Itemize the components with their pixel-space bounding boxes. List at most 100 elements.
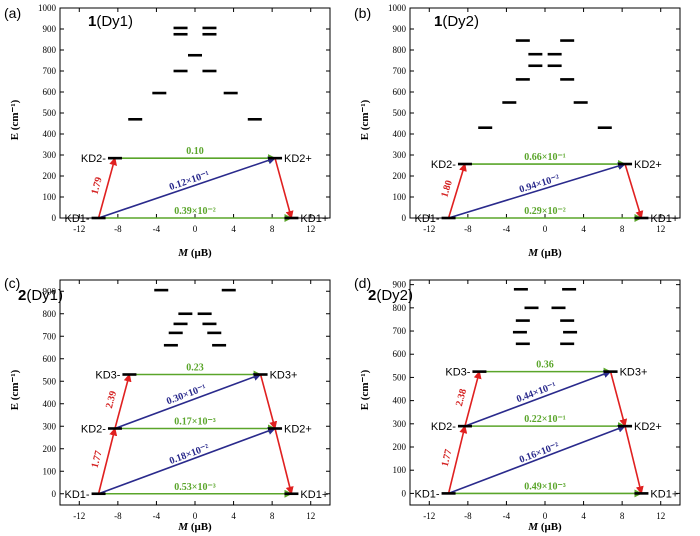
state-label: KD1- — [65, 489, 90, 501]
transition-rate-label: 0.23 — [186, 363, 204, 374]
transition-arrow-red — [259, 374, 278, 430]
x-tick-label: -8 — [464, 511, 472, 521]
transition-arrow-blue — [448, 162, 626, 219]
state-label: KD2- — [81, 153, 106, 165]
x-tick-label: 0 — [193, 511, 198, 521]
x-axis-title: M (μB) — [527, 521, 562, 533]
y-tick-label: 500 — [393, 108, 407, 118]
transition-arrow-red — [97, 157, 117, 219]
x-tick-label: 4 — [581, 224, 586, 234]
transition-arrow-blue — [464, 370, 612, 427]
y-tick-label: 300 — [393, 150, 407, 160]
y-axis-title: E (cm⁻¹) — [359, 369, 371, 410]
x-axis-title-symbol: M — [527, 247, 541, 259]
x-axis-title-symbol: M — [177, 521, 191, 533]
y-tick-label: 0 — [52, 213, 57, 223]
y-tick-label: 1000 — [388, 3, 407, 13]
y-tick-label: 100 — [393, 465, 407, 475]
y-tick-label: 0 — [402, 488, 407, 498]
x-tick-label: 12 — [306, 511, 315, 521]
y-tick-label: 200 — [43, 171, 57, 181]
state-label: KD2- — [431, 159, 456, 171]
x-tick-label: -12 — [73, 511, 85, 521]
transition-rate-label: 0.12×10⁻¹ — [168, 169, 211, 193]
state-label: KD3+ — [620, 367, 648, 379]
x-tick-label: -12 — [73, 224, 85, 234]
x-axis-title-unit: (μB) — [191, 247, 212, 259]
x-tick-label: -12 — [423, 511, 435, 521]
transition-rate-label: 0.49×10⁻³ — [524, 481, 565, 492]
y-tick-label: 200 — [393, 171, 407, 181]
y-tick-label: 800 — [393, 303, 407, 313]
panel-title-compound: 1 — [88, 13, 96, 30]
x-axis-title-symbol: M — [527, 521, 541, 533]
transition-rate-label: 0.30×10⁻¹ — [165, 383, 208, 408]
transition-rate-label: 2.39 — [104, 390, 119, 410]
y-tick-label: 900 — [43, 286, 57, 296]
state-label: KD1- — [65, 213, 90, 225]
y-tick-label: 700 — [393, 326, 407, 336]
transition-rate-label: 0.18×10⁻² — [168, 442, 211, 467]
y-axis-title: E (cm⁻¹) — [9, 369, 21, 410]
panel-letter: (a) — [4, 5, 21, 21]
y-tick-label: 800 — [43, 309, 57, 319]
panel-c: (c)2(Dy1) 0 100 200 300 400 500 600 700 800 900 -12… — [4, 275, 331, 533]
x-axis-title-unit: (μB) — [191, 521, 212, 533]
state-label: KD3- — [95, 370, 120, 382]
y-tick-label: 800 — [393, 45, 407, 55]
y-tick-label: 800 — [43, 45, 57, 55]
panel-a: (a) 1(Dy1)0100200300400500600700800900100… — [4, 3, 331, 259]
transition-arrow-red — [97, 427, 118, 494]
x-tick-label: 4 — [581, 511, 586, 521]
y-tick-label: 0 — [52, 489, 57, 499]
x-axis-title: M (μB) — [177, 521, 212, 533]
panel-letter: (b) — [354, 5, 371, 21]
y-tick-label: 500 — [43, 376, 57, 386]
y-tick-label: 200 — [393, 442, 407, 452]
transition-rate-label: 1.79 — [90, 176, 105, 196]
x-tick-label: -4 — [153, 511, 161, 521]
x-tick-label: 8 — [270, 511, 275, 521]
panel-title: 1(Dy2) — [434, 13, 479, 30]
y-tick-label: 100 — [43, 192, 57, 202]
x-tick-label: 12 — [656, 511, 665, 521]
panel-b: (b) 1(Dy2)0100200300400500600700800900100… — [354, 3, 681, 259]
state-label: KD1+ — [650, 213, 678, 225]
transition-rate-label: 0.29×10⁻² — [524, 206, 565, 217]
panel-title-compound: 2 — [368, 287, 376, 304]
transition-rate-label: 1.77 — [90, 450, 105, 470]
y-tick-label: 300 — [43, 421, 57, 431]
x-tick-label: 4 — [231, 224, 236, 234]
x-tick-label: -8 — [114, 224, 122, 234]
x-axis-title-symbol: M — [177, 247, 191, 259]
panel-title-site: (Dy1) — [26, 287, 63, 304]
y-tick-label: 400 — [43, 129, 57, 139]
transition-rate-label: 0.39×10⁻² — [174, 206, 215, 217]
transition-arrow-red — [274, 157, 294, 219]
x-tick-label: 0 — [193, 224, 198, 234]
x-axis-title-unit: (μB) — [541, 247, 562, 259]
x-tick-label: 8 — [270, 224, 275, 234]
transition-arrow-red — [274, 428, 294, 495]
y-tick-label: 600 — [43, 87, 57, 97]
x-tick-label: 8 — [620, 511, 625, 521]
transition-rate-label: 0.94×10⁻² — [518, 173, 561, 196]
state-label: KD2- — [431, 421, 456, 433]
x-axis-title-unit: (μB) — [541, 521, 562, 533]
y-tick-label: 600 — [393, 87, 407, 97]
transition-rate-label: 0.36 — [536, 360, 554, 371]
x-tick-label: 8 — [620, 224, 625, 234]
x-tick-label: -8 — [464, 224, 472, 234]
transition-arrow-blue — [98, 427, 276, 495]
y-tick-label: 600 — [43, 354, 57, 364]
transition-rate-label: 0.53×10⁻³ — [174, 482, 215, 493]
y-tick-label: 700 — [43, 331, 57, 341]
state-label: KD2+ — [284, 153, 312, 165]
y-tick-label: 100 — [393, 192, 407, 202]
y-tick-label: 900 — [393, 280, 407, 290]
transition-rate-label: 0.10 — [186, 146, 204, 157]
panel-title: 1(Dy1) — [88, 13, 133, 30]
panel-letter: (c) — [4, 275, 20, 291]
y-tick-label: 400 — [393, 129, 407, 139]
transition-arrow-red — [624, 163, 644, 219]
